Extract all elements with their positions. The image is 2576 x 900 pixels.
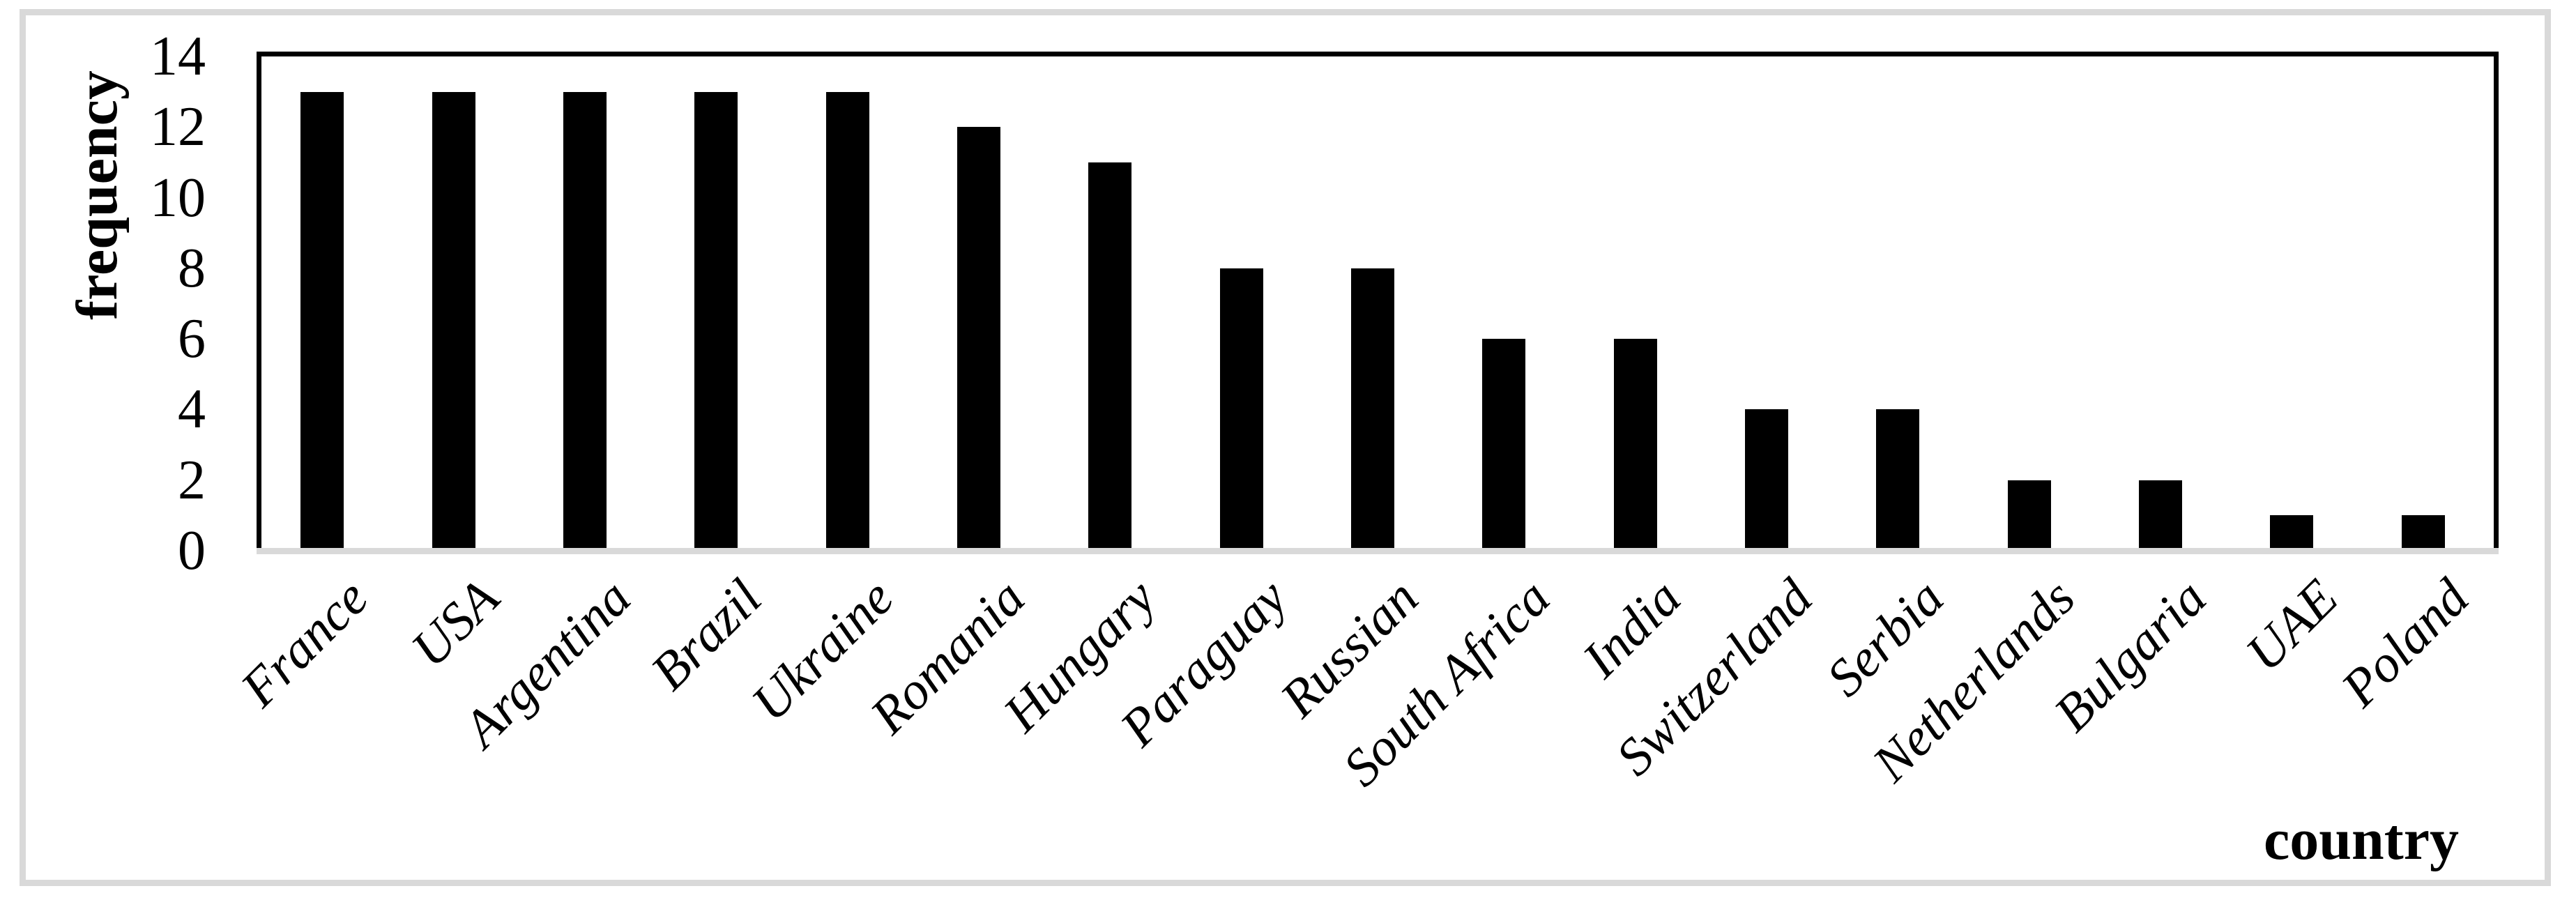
y-tick-label-10: 10 [150, 167, 206, 229]
plot-area [257, 52, 2499, 551]
bar-netherlands [2007, 480, 2051, 551]
bar-usa [432, 91, 475, 551]
y-tick-label-6: 6 [178, 308, 206, 370]
bar-argentina [563, 91, 607, 551]
x-axis-line [257, 548, 2499, 554]
y-tick-label-0: 0 [178, 520, 206, 581]
y-tick-label-14: 14 [150, 26, 206, 87]
bar-poland [2401, 515, 2445, 551]
bar-hungary [1088, 162, 1132, 551]
bar-romania [957, 127, 1000, 551]
bar-india [1613, 339, 1657, 551]
y-tick-label-8: 8 [178, 237, 206, 299]
y-tick-label-12: 12 [150, 96, 206, 158]
y-tick-label-2: 2 [178, 449, 206, 511]
bar-uae [2270, 515, 2314, 551]
x-axis-title: country [2264, 807, 2459, 872]
bar-france [300, 91, 344, 551]
chart-outer-border [20, 9, 2551, 886]
bar-paraguay [1219, 268, 1263, 551]
bar-serbia [1876, 409, 1920, 551]
bar-russian [1351, 268, 1394, 551]
bar-brazil [694, 91, 738, 551]
bar-ukraine [825, 91, 869, 551]
bar-switzerland [1745, 409, 1789, 551]
bar-south-africa [1482, 339, 1526, 551]
y-tick-label-4: 4 [178, 379, 206, 441]
bar-bulgaria [2139, 480, 2183, 551]
